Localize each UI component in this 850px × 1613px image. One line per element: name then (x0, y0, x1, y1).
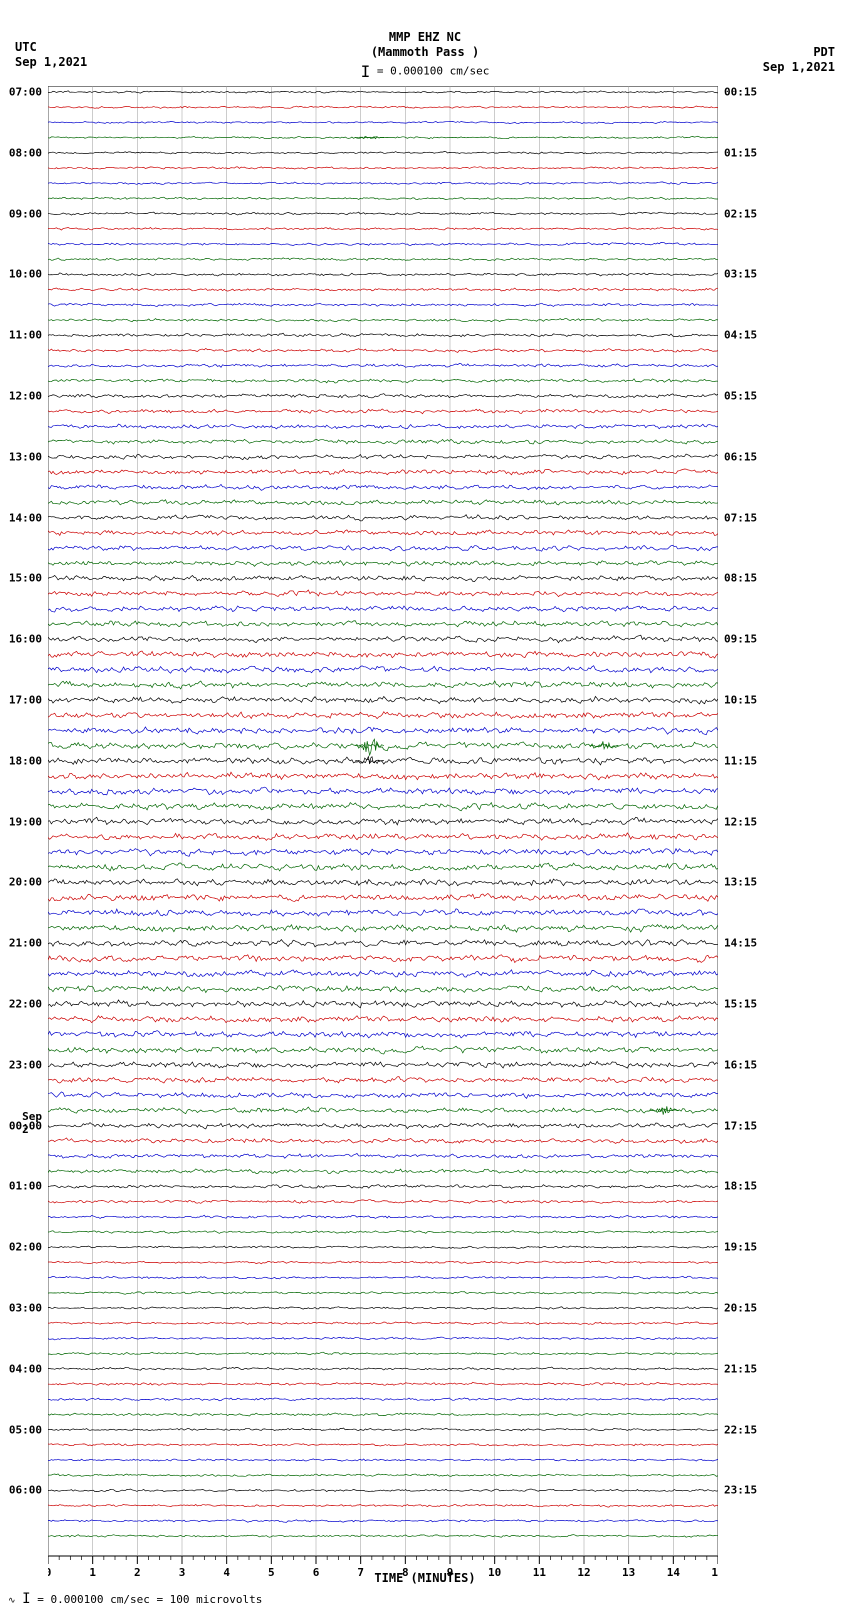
pdt-hour-21: 21:15 (724, 1362, 757, 1375)
scale-bar: I = 0.000100 cm/sec (0, 62, 850, 81)
pdt-hour-10: 10:15 (724, 694, 757, 707)
station-title: MMP EHZ NC (0, 30, 850, 44)
utc-hour-3: 10:00 (9, 268, 42, 281)
pdt-hour-2: 02:15 (724, 207, 757, 220)
utc-hour-22: 05:00 (9, 1423, 42, 1436)
seismogram-svg: 0123456789101112131415 (48, 86, 718, 1586)
utc-hour-10: 17:00 (9, 694, 42, 707)
utc-hour-20: 03:00 (9, 1302, 42, 1315)
utc-hour-7: 14:00 (9, 511, 42, 524)
pdt-hour-6: 06:15 (724, 450, 757, 463)
pdt-hour-4: 04:15 (724, 329, 757, 342)
utc-hour-0: 07:00 (9, 86, 42, 99)
pdt-hour-17: 17:15 (724, 1119, 757, 1132)
utc-hour-15: 22:00 (9, 998, 42, 1011)
pdt-hour-3: 03:15 (724, 268, 757, 281)
utc-hour-5: 12:00 (9, 390, 42, 403)
utc-hour-11: 18:00 (9, 754, 42, 767)
pdt-hour-0: 00:15 (724, 86, 757, 99)
scale-text: = 0.000100 cm/sec (377, 65, 490, 78)
pdt-hour-1: 01:15 (724, 146, 757, 159)
pdt-hour-9: 09:15 (724, 633, 757, 646)
timezone-left: UTC (15, 40, 37, 54)
utc-hour-14: 21:00 (9, 937, 42, 950)
utc-hour-12: 19:00 (9, 815, 42, 828)
utc-hour-19: 02:00 (9, 1241, 42, 1254)
timezone-right: PDT (813, 45, 835, 59)
pdt-hour-12: 12:15 (724, 815, 757, 828)
date-left: Sep 1,2021 (15, 55, 87, 69)
pdt-hour-18: 18:15 (724, 1180, 757, 1193)
utc-hour-23: 06:00 (9, 1484, 42, 1497)
footer-scale: ∿ I = 0.000100 cm/sec = 100 microvolts (8, 1591, 262, 1607)
utc-hour-6: 13:00 (9, 450, 42, 463)
pdt-hour-19: 19:15 (724, 1241, 757, 1254)
utc-hour-18: 01:00 (9, 1180, 42, 1193)
date-right: Sep 1,2021 (763, 60, 835, 74)
pdt-hour-22: 22:15 (724, 1423, 757, 1436)
utc-hour-17: 00:00 (9, 1119, 42, 1132)
station-subtitle: (Mammoth Pass ) (0, 45, 850, 59)
x-axis-label: TIME (MINUTES) (0, 1571, 850, 1585)
pdt-hour-14: 14:15 (724, 937, 757, 950)
pdt-hour-16: 16:15 (724, 1058, 757, 1071)
pdt-hour-13: 13:15 (724, 876, 757, 889)
pdt-hour-8: 08:15 (724, 572, 757, 585)
seismogram-plot: 012345678910111213141507:0000:1508:0001:… (48, 86, 718, 1556)
utc-hour-21: 04:00 (9, 1362, 42, 1375)
utc-hour-9: 16:00 (9, 633, 42, 646)
seismogram-container: MMP EHZ NC (Mammoth Pass ) I = 0.000100 … (0, 0, 850, 1613)
utc-hour-8: 15:00 (9, 572, 42, 585)
pdt-hour-7: 07:15 (724, 511, 757, 524)
utc-hour-13: 20:00 (9, 876, 42, 889)
utc-hour-1: 08:00 (9, 146, 42, 159)
pdt-hour-11: 11:15 (724, 754, 757, 767)
pdt-hour-23: 23:15 (724, 1484, 757, 1497)
pdt-hour-5: 05:15 (724, 390, 757, 403)
utc-hour-2: 09:00 (9, 207, 42, 220)
utc-hour-4: 11:00 (9, 329, 42, 342)
pdt-hour-15: 15:15 (724, 998, 757, 1011)
pdt-hour-20: 20:15 (724, 1302, 757, 1315)
footer-scale-text: = 0.000100 cm/sec = 100 microvolts (37, 1593, 262, 1606)
utc-hour-16: 23:00 (9, 1058, 42, 1071)
